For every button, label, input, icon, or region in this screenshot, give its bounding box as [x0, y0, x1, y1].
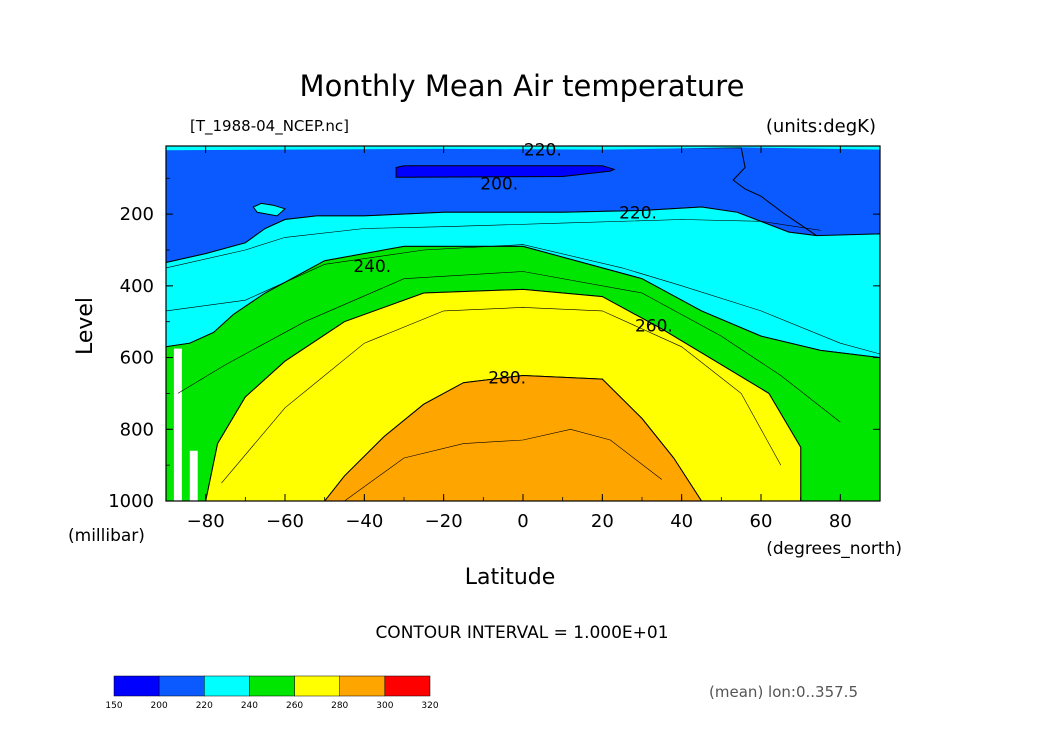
x-tick-label-2: −40 [345, 511, 383, 532]
colorbar-label-5: 280 [331, 701, 348, 711]
chart-title: Monthly Mean Air temperature [300, 69, 745, 103]
y-tick-label-3: 800 [120, 419, 154, 440]
x-axis: −80 −60 −40 −20 0 20 40 60 80 [165, 146, 881, 532]
y-tick-label-2: 600 [120, 348, 154, 369]
x-tick-label-0: −80 [187, 511, 225, 532]
colorbar-label-6: 300 [376, 701, 393, 711]
x-units: (degrees_north) [766, 539, 902, 559]
colorbar-swatch-1 [158, 675, 205, 697]
x-tick-label-5: 20 [591, 511, 614, 532]
y-tick-label-4: 1000 [108, 491, 154, 512]
thin-contour-3 [221, 307, 782, 484]
y-axis-label: Level [73, 297, 98, 355]
x-tick-label-7: 60 [750, 511, 773, 532]
colorbar-label-0: 150 [105, 701, 122, 711]
units-label: (units:degK) [766, 116, 876, 137]
colorbar-label-7: 320 [421, 701, 438, 711]
colorbar-label-2: 220 [196, 701, 213, 711]
colorbar-swatch-2 [204, 675, 250, 697]
file-label: [T_1988-04_NCEP.nc] [190, 117, 349, 136]
x-tick-label-8: 80 [829, 511, 852, 532]
colorbar-swatch-0 [113, 675, 160, 697]
colorbar-label-4: 260 [286, 701, 303, 711]
thin-contour-1 [166, 244, 880, 355]
missing-region-0 [173, 348, 182, 501]
x-tick-label-4: 0 [517, 511, 528, 532]
colorbar: 150 200 220 240 260 280 300 320 [105, 675, 439, 711]
region-280-300 [324, 374, 703, 501]
contour-label-3: 240. [353, 257, 391, 277]
region-small-blob [252, 202, 286, 217]
contour-label-2: 220. [619, 203, 657, 223]
x-tick-label-3: −20 [425, 511, 463, 532]
x-axis-label: Latitude [465, 565, 556, 590]
missing-region-1 [189, 450, 198, 501]
x-tick-label-6: 40 [670, 511, 693, 532]
colorbar-label-1: 200 [151, 701, 168, 711]
contour-interval: CONTOUR INTERVAL = 1.000E+01 [375, 623, 668, 643]
colorbar-swatch-6 [384, 675, 431, 697]
contour-label-5: 280. [488, 368, 526, 388]
region-lt-200 [395, 165, 616, 178]
y-axis: 200 400 600 800 1000 [108, 177, 880, 512]
footnote: (mean) lon:0..357.5 [709, 683, 858, 701]
x-tick-label-1: −60 [266, 511, 304, 532]
colorbar-swatch-4 [294, 675, 340, 697]
y-units: (millibar) [68, 526, 145, 546]
contour-label-1: 200. [480, 175, 518, 195]
thin-contour-2 [177, 271, 841, 423]
y-tick-label-1: 400 [120, 276, 154, 297]
contour-label-0: 220. [524, 141, 562, 161]
contour-label-4: 260. [635, 316, 673, 336]
colorbar-label-3: 240 [241, 701, 258, 711]
colorbar-swatch-3 [249, 675, 295, 697]
thin-contour-0 [166, 219, 821, 269]
thin-contour-4 [344, 428, 662, 501]
plot-area: 220. 200. 220. 240. 260. 280. [165, 141, 881, 502]
colorbar-swatch-5 [339, 675, 386, 697]
y-tick-label-0: 200 [120, 204, 154, 225]
